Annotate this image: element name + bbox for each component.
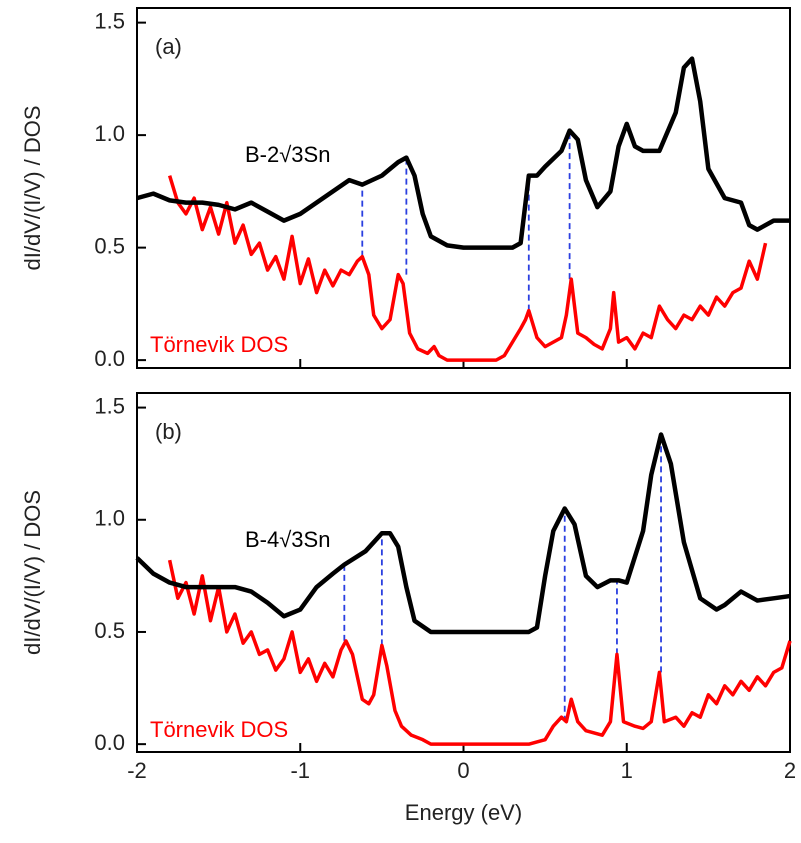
y-tick-label: 0.0 bbox=[94, 346, 125, 371]
series-line bbox=[135, 432, 791, 635]
panel-label: (a) bbox=[155, 34, 182, 59]
series-label: B-4√3Sn bbox=[245, 527, 330, 552]
x-tick-label: -2 bbox=[127, 758, 147, 783]
y-tick-label: 1.0 bbox=[94, 121, 125, 146]
x-axis-label: Energy (eV) bbox=[405, 800, 522, 825]
series-label: Törnevik DOS bbox=[150, 332, 288, 357]
series-label: B-2√3Sn bbox=[245, 142, 330, 167]
x-tick-label: -1 bbox=[290, 758, 310, 783]
y-tick-label: 0.5 bbox=[94, 233, 125, 258]
y-tick-label: 1.5 bbox=[94, 8, 125, 33]
x-tick-label: 1 bbox=[621, 758, 633, 783]
panel-label: (b) bbox=[155, 419, 182, 444]
y-axis-label: dI/dV/(I/V) / DOS bbox=[20, 490, 45, 655]
series-line bbox=[167, 175, 768, 362]
y-tick-label: 0.0 bbox=[94, 730, 125, 755]
series-line bbox=[167, 559, 792, 746]
y-tick-label: 0.5 bbox=[94, 618, 125, 643]
y-axis-label: dI/dV/(I/V) / DOS bbox=[20, 105, 45, 270]
series-label: Törnevik DOS bbox=[150, 717, 288, 742]
x-tick-label: 2 bbox=[784, 758, 796, 783]
x-tick-label: 0 bbox=[457, 758, 469, 783]
y-tick-label: 1.0 bbox=[94, 506, 125, 531]
y-tick-label: 1.5 bbox=[94, 393, 125, 418]
series-line bbox=[136, 56, 790, 250]
